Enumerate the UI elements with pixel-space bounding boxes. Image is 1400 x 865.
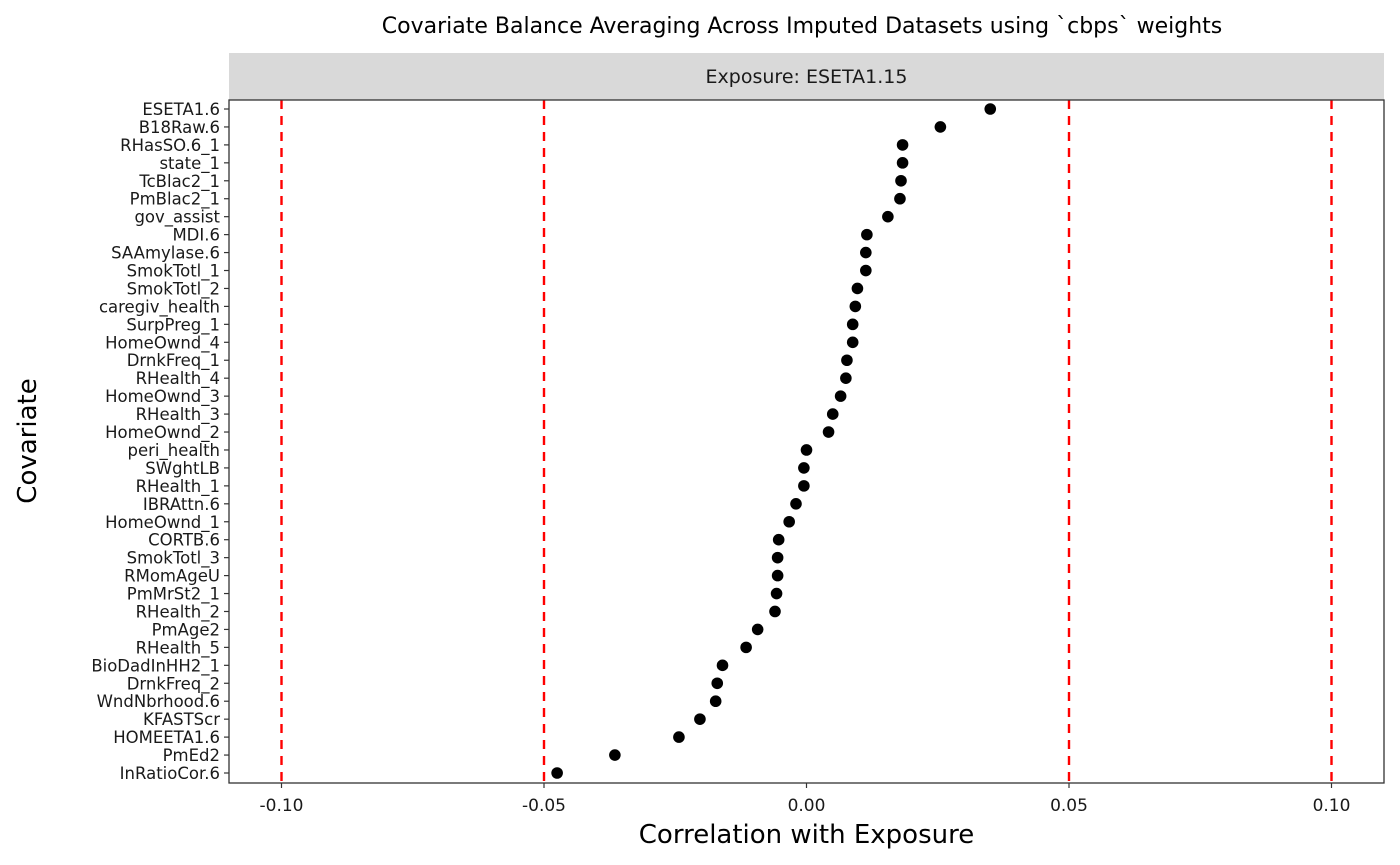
y-tick-label: CORTB.6 [148, 531, 220, 550]
data-point [790, 498, 802, 510]
data-point [896, 157, 909, 169]
data-point [846, 318, 859, 331]
y-tick-label: SmokTotl_3 [127, 549, 220, 569]
x-tick-label: 0.05 [1050, 796, 1088, 816]
data-point [673, 731, 685, 743]
data-points [551, 103, 997, 779]
data-point [851, 282, 864, 295]
data-point [840, 372, 852, 384]
y-tick-label: IBRAttn.6 [143, 495, 220, 514]
data-point [769, 605, 781, 618]
y-tick-label: SAAmylase.6 [111, 244, 220, 263]
data-point [861, 228, 873, 241]
data-point [798, 462, 810, 474]
y-tick-label: DrnkFreq_2 [127, 674, 220, 694]
y-tick-label: InRatioCor.6 [120, 764, 220, 783]
data-point [770, 587, 783, 600]
data-point [740, 641, 752, 654]
data-point [800, 444, 813, 456]
data-point [882, 210, 894, 223]
data-point [895, 174, 907, 187]
facet-strip [229, 53, 1384, 100]
y-tick-label: RMomAgeU [124, 567, 220, 586]
data-point [709, 695, 722, 708]
data-point [716, 659, 729, 672]
y-tick-label: caregiv_health [99, 297, 220, 317]
x-tick-label: -0.05 [522, 796, 566, 816]
data-point [771, 569, 784, 582]
data-point [860, 264, 872, 277]
y-tick-label: RHasSO.6_1 [120, 136, 220, 156]
x-tick-label: 0.00 [788, 796, 826, 816]
y-tick-label: PmBlac2_1 [130, 190, 220, 210]
data-point [896, 139, 909, 151]
y-tick-label: state_1 [159, 154, 220, 174]
data-point [751, 623, 764, 636]
data-point [846, 336, 859, 349]
y-tick-label: HOMEETA1.6 [113, 728, 220, 747]
y-tick-label: peri_health [128, 441, 220, 461]
data-point [894, 192, 906, 205]
y-tick-label: DrnkFreq_1 [127, 351, 220, 371]
data-point [934, 121, 947, 133]
data-point [772, 533, 785, 546]
y-axis: ESETA1.6B18Raw.6RHasSO.6_1state_1TcBlac2… [91, 100, 229, 783]
y-tick-label: BioDadInHH2_1 [91, 656, 220, 676]
x-axis-title: Correlation with Exposure [639, 820, 974, 850]
y-tick-label: SWghtLB [145, 459, 220, 478]
y-tick-label: PmAge2 [152, 620, 220, 639]
y-tick-label: KFASTScr [143, 710, 220, 729]
data-point [860, 246, 872, 259]
y-tick-label: ESETA1.6 [142, 100, 220, 119]
y-tick-label: RHealth_5 [136, 638, 220, 658]
data-point [841, 354, 853, 367]
data-point [834, 390, 847, 402]
y-tick-label: RHealth_1 [136, 477, 220, 497]
y-axis-title: Covariate [13, 378, 43, 503]
data-point [849, 300, 862, 313]
data-point [826, 408, 839, 420]
y-tick-label: PmEd2 [163, 746, 220, 765]
data-point [783, 515, 795, 528]
y-tick-label: RHealth_4 [136, 369, 220, 389]
data-point [551, 767, 563, 779]
data-point [771, 551, 784, 564]
y-tick-label: SmokTotl_1 [127, 262, 220, 282]
y-tick-label: RHealth_3 [136, 405, 220, 425]
data-point [984, 103, 997, 115]
x-tick-label: -0.10 [260, 796, 304, 816]
y-tick-label: B18Raw.6 [139, 118, 220, 137]
chart-title: Covariate Balance Averaging Across Imput… [382, 14, 1222, 39]
x-tick-label: 0.10 [1313, 796, 1351, 816]
y-tick-label: MDI.6 [172, 226, 220, 245]
y-tick-label: TcBlac2_1 [138, 172, 220, 192]
data-point [798, 480, 810, 492]
y-tick-label: gov_assist [134, 208, 220, 228]
y-tick-label: SurpPreg_1 [126, 315, 220, 335]
y-tick-label: PmMrSt2_1 [127, 585, 220, 605]
data-point [822, 426, 835, 438]
y-tick-label: SmokTotl_2 [127, 279, 220, 299]
y-tick-label: HomeOwnd_4 [105, 333, 220, 353]
x-axis: -0.10 -0.05 0.00 0.05 0.10 [260, 783, 1351, 816]
y-tick-label: HomeOwnd_2 [105, 423, 220, 443]
y-tick-label: WndNbrhood.6 [97, 692, 220, 711]
data-point [711, 677, 724, 690]
y-tick-label: HomeOwnd_1 [105, 513, 220, 533]
data-point [694, 713, 706, 725]
reference-lines [280, 100, 1333, 783]
data-point [609, 749, 621, 761]
plot-panel-border [228, 99, 1385, 784]
facet-strip-label: Exposure: ESETA1.15 [706, 66, 908, 88]
y-tick-label: HomeOwnd_3 [105, 387, 220, 407]
y-tick-label: RHealth_2 [136, 602, 220, 622]
